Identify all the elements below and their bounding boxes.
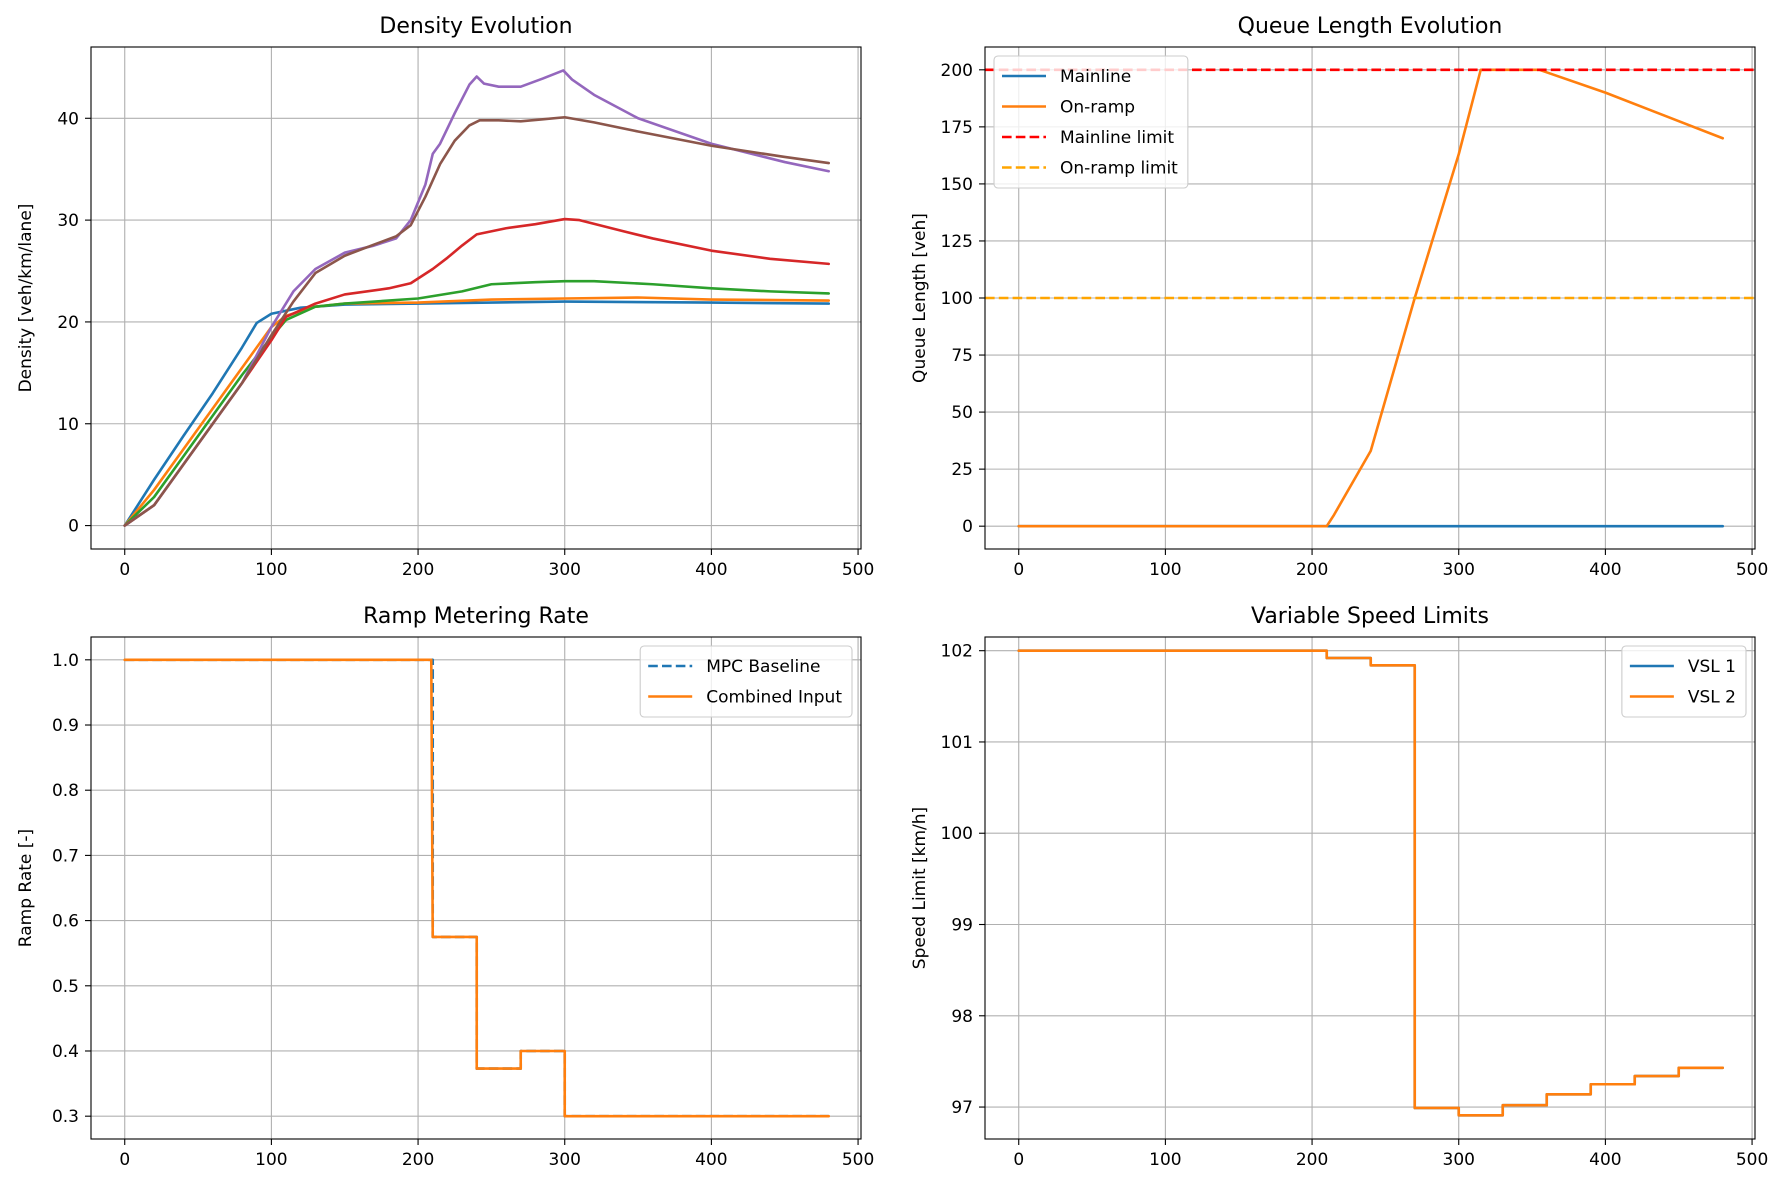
y-tick-label: 0.6 — [52, 912, 79, 932]
y-tick-label: 0.4 — [52, 1042, 79, 1062]
chart-panel-3: 0 100 200 300 400 500 0.3 0.4 0.5 0.6 0.7 0.8 0.9 1.0… — [16, 604, 874, 1170]
x-tick-label: 200 — [1296, 560, 1328, 580]
y-tick-label: 175 — [941, 118, 973, 138]
x-tick-label: 500 — [842, 1150, 874, 1170]
x-tick-label: 300 — [549, 1150, 581, 1170]
y-tick-label: 0 — [962, 517, 973, 537]
series-line-5 — [123, 69, 831, 527]
x-tick-label: 0 — [119, 560, 130, 580]
y-tick-label: 102 — [941, 642, 973, 662]
x-tick-label: 500 — [1736, 1150, 1768, 1170]
x-tick-label: 100 — [255, 1150, 287, 1170]
y-tick-label: 200 — [941, 61, 973, 81]
series-line-4 — [123, 217, 831, 527]
series-line-2 — [1017, 649, 1725, 1117]
chart-title: Ramp Metering Rate — [363, 604, 589, 629]
y-tick-label: 125 — [941, 232, 973, 252]
series-group — [123, 69, 831, 527]
y-tick-label: 100 — [941, 824, 973, 844]
legend-box — [993, 55, 1189, 189]
chart-panel-2: 0 100 200 300 400 500 0 25 50 75 100 125 150 175 200 Qu… — [910, 14, 1768, 580]
legend-label: MPC Baseline — [706, 657, 820, 677]
series-line-3 — [123, 279, 831, 527]
legend-label: Mainline limit — [1060, 128, 1174, 148]
y-tick-label: 20 — [57, 313, 79, 333]
series-line-1 — [123, 300, 831, 527]
y-tick-label: 150 — [941, 175, 973, 195]
x-tick-label: 400 — [695, 560, 727, 580]
chart-title: Queue Length Evolution — [1238, 14, 1503, 39]
x-tick-label: 0 — [1013, 1150, 1024, 1170]
legend: VSL 1 VSL 2 — [1621, 645, 1747, 718]
legend: Mainline On-ramp Mainline limit On-ramp lim… — [993, 55, 1189, 189]
plot-frame — [90, 636, 862, 1140]
y-tick-label: 30 — [57, 211, 79, 231]
x-tick-label: 100 — [1149, 1150, 1181, 1170]
y-tick-label: 101 — [941, 733, 973, 753]
series-line-2 — [1017, 68, 1725, 528]
y-axis-label: Density [veh/km/lane] — [16, 204, 36, 393]
chart-panel-1: 0 100 200 300 400 500 0 10 20 30 40 Density Evoluti… — [16, 14, 874, 580]
chart-title: Density Evolution — [379, 14, 572, 39]
series-group — [1017, 649, 1725, 1117]
x-tick-label: 200 — [1296, 1150, 1328, 1170]
series-line-2 — [123, 658, 831, 1118]
y-tick-label: 1.0 — [52, 651, 79, 671]
series-line-2 — [123, 296, 831, 527]
x-tick-label: 0 — [1013, 560, 1024, 580]
y-tick-label: 0.8 — [52, 781, 79, 801]
x-tick-label: 300 — [1443, 1150, 1475, 1170]
legend-box — [639, 645, 853, 718]
y-axis-label: Ramp Rate [-] — [16, 829, 36, 947]
x-tick-label: 400 — [1589, 1150, 1621, 1170]
y-tick-label: 0.9 — [52, 716, 79, 736]
legend-label: VSL 1 — [1688, 657, 1736, 677]
x-tick-label: 300 — [549, 560, 581, 580]
y-tick-label: 50 — [951, 403, 973, 423]
plot-frame — [90, 46, 862, 550]
y-tick-label: 100 — [941, 289, 973, 309]
x-tick-label: 400 — [695, 1150, 727, 1170]
y-tick-label: 98 — [951, 1007, 973, 1027]
x-tick-label: 0 — [119, 1150, 130, 1170]
legend-label: Mainline — [1060, 67, 1131, 87]
legend-box — [1621, 645, 1747, 718]
series-group — [123, 658, 831, 1118]
y-axis-label: Speed Limit [km/h] — [910, 807, 930, 969]
y-tick-label: 0.5 — [52, 977, 79, 997]
x-tick-label: 300 — [1443, 560, 1475, 580]
y-tick-label: 97 — [951, 1098, 973, 1118]
chart-panel-4: 0 100 200 300 400 500 97 98 99 100 101 102 Variable … — [910, 604, 1768, 1170]
x-tick-label: 200 — [402, 1150, 434, 1170]
y-tick-label: 40 — [57, 109, 79, 129]
y-tick-label: 25 — [951, 460, 973, 480]
y-tick-label: 10 — [57, 415, 79, 435]
x-tick-label: 400 — [1589, 560, 1621, 580]
x-tick-label: 100 — [1149, 560, 1181, 580]
y-tick-label: 0.7 — [52, 846, 79, 866]
y-tick-label: 0.3 — [52, 1107, 79, 1127]
plot-frame — [984, 636, 1756, 1140]
series-line-6 — [123, 115, 831, 527]
y-tick-label: 75 — [951, 346, 973, 366]
legend-label: On-ramp — [1060, 98, 1135, 118]
y-tick-label: 0 — [68, 517, 79, 537]
y-tick-label: 99 — [951, 916, 973, 936]
legend: MPC Baseline Combined Input — [639, 645, 853, 718]
x-tick-label: 200 — [402, 560, 434, 580]
series-group — [985, 68, 1755, 528]
y-axis-label: Queue Length [veh] — [910, 213, 930, 383]
x-tick-label: 500 — [1736, 560, 1768, 580]
legend-label: On-ramp limit — [1060, 159, 1178, 179]
x-tick-label: 100 — [255, 560, 287, 580]
legend-label: Combined Input — [706, 688, 842, 708]
legend-label: VSL 2 — [1688, 688, 1736, 708]
x-tick-label: 500 — [842, 560, 874, 580]
series-line-1 — [1017, 649, 1725, 1117]
chart-title: Variable Speed Limits — [1251, 604, 1489, 629]
